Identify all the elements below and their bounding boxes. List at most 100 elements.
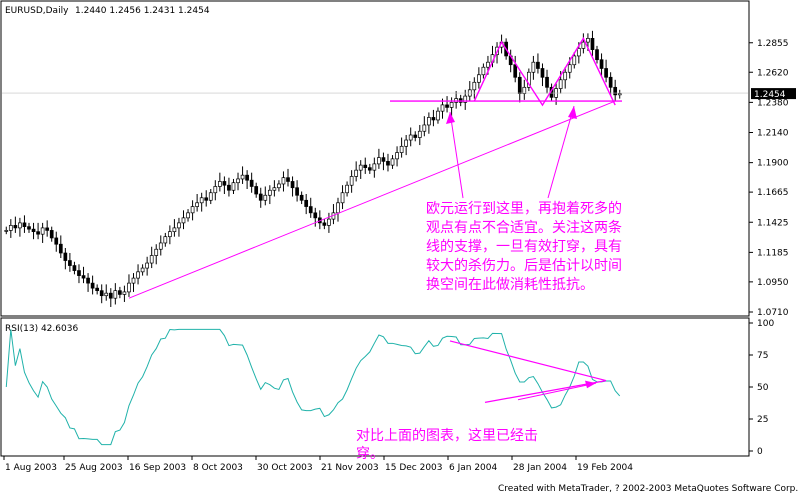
candle-body xyxy=(440,104,445,112)
candle-body xyxy=(472,81,477,91)
price-tick-label: 1.2620 xyxy=(757,68,789,78)
price-tick-label: 1.0950 xyxy=(757,278,789,288)
candle-body xyxy=(345,184,349,194)
candle-body xyxy=(86,277,90,284)
date-tick-label: 28 Jan 2004 xyxy=(513,463,567,473)
candle-body xyxy=(145,262,149,269)
candle-body xyxy=(27,226,31,230)
price-annotation: 欧元运行到这里，再抱着死多的 观点有点不合适宜。关注这两条 线的支撑，一旦有效打… xyxy=(426,200,626,293)
candle-body xyxy=(177,222,181,229)
candle-body xyxy=(249,179,254,187)
candle-body xyxy=(245,174,249,181)
candle-body xyxy=(54,237,59,245)
price-tick-label: 1.2140 xyxy=(757,129,789,139)
candle-body xyxy=(267,189,272,196)
candle-body xyxy=(404,139,409,147)
candle-body xyxy=(108,292,113,299)
candle-body xyxy=(327,218,331,226)
pattern-lines xyxy=(2,36,748,299)
candle-body xyxy=(190,206,195,214)
candle-body xyxy=(545,76,549,88)
date-tick-label: 25 Aug 2003 xyxy=(65,463,123,473)
price-tick-label: 1.1900 xyxy=(757,159,789,169)
candle-body xyxy=(581,41,586,49)
price-tick-label: 1.1425 xyxy=(757,218,789,228)
price-chart-title: EURUSD,Daily xyxy=(5,6,69,16)
candle-body xyxy=(413,134,418,138)
arrow-right xyxy=(547,105,575,199)
candle-body xyxy=(349,176,354,186)
current-price-tag xyxy=(751,88,796,100)
double-top-outline xyxy=(473,36,616,107)
date-tick-label: 1 Aug 2003 xyxy=(5,463,57,473)
rsi-trend-lines xyxy=(449,340,607,403)
candle-body xyxy=(77,270,81,276)
price-tick-label: 1.0710 xyxy=(757,308,789,318)
candle-body xyxy=(90,282,95,289)
candle-body xyxy=(258,193,263,201)
rsi-annotation: 对比上面的图表，这里已经击 穿。 xyxy=(356,427,542,462)
candle-body xyxy=(186,212,190,219)
candle-body xyxy=(517,76,522,94)
arrowhead-right xyxy=(568,106,577,119)
candle-body xyxy=(531,61,536,73)
arrowhead-left xyxy=(446,112,455,124)
price-tick-label: 1.2380 xyxy=(757,98,789,108)
candle-body xyxy=(427,117,431,126)
candle-body xyxy=(140,267,145,273)
candle-body xyxy=(563,71,568,81)
rsi-tick-label: 25 xyxy=(757,415,768,425)
candle-body xyxy=(599,59,604,69)
candle-body xyxy=(263,194,268,201)
candle-body xyxy=(417,130,422,138)
candle-body xyxy=(163,236,168,244)
candle-body xyxy=(208,192,213,201)
date-tick-label: 30 Oct 2003 xyxy=(257,463,313,473)
candle-body xyxy=(168,231,172,238)
candle-body xyxy=(595,49,599,61)
candle-body xyxy=(377,157,381,165)
candle-body xyxy=(227,184,231,191)
date-tick-label: 19 Feb 2004 xyxy=(577,463,633,473)
candle-body xyxy=(22,222,27,227)
candle-body xyxy=(449,102,454,108)
candle-body xyxy=(390,158,395,166)
arrow-left xyxy=(449,111,464,199)
date-tick-label: 16 Sep 2003 xyxy=(129,463,186,473)
candle-body xyxy=(68,260,72,266)
candle-body xyxy=(158,242,163,250)
candle-body xyxy=(358,164,363,171)
candle-body xyxy=(540,68,545,78)
candle-body xyxy=(522,86,527,94)
candle-body xyxy=(313,212,318,219)
candle-body xyxy=(199,197,204,204)
candle-body xyxy=(590,38,595,51)
rsi-axis-ticks: 100 75 50 25 0 xyxy=(749,319,774,457)
candle-body xyxy=(49,230,54,239)
candle-body xyxy=(272,187,277,191)
candle-body xyxy=(81,275,86,279)
candle-body xyxy=(104,292,109,297)
candle-body xyxy=(286,177,290,182)
candle-body xyxy=(445,104,449,108)
candle-body xyxy=(118,290,122,295)
candle-body xyxy=(363,164,368,168)
uptrend-line xyxy=(128,100,616,299)
candle-body xyxy=(40,227,45,235)
candle-body xyxy=(336,202,340,214)
ohlc-readout: 1.2440 1.2456 1.2431 1.2454 xyxy=(75,6,210,16)
candle-body xyxy=(304,199,309,207)
candle-body xyxy=(386,161,390,166)
candle-body xyxy=(172,227,177,233)
candle-body xyxy=(122,291,127,295)
rsi-tick-label: 75 xyxy=(757,351,768,361)
candle-body xyxy=(436,110,440,121)
candle-body xyxy=(8,225,13,231)
candle-body xyxy=(308,206,313,214)
candle-body xyxy=(486,61,490,68)
price-axis-ticks: 1.2855 1.2620 1.2380 1.2140 1.1900 1.1665 1.14… xyxy=(749,39,789,318)
candle-body xyxy=(399,145,404,153)
candle-body xyxy=(422,124,427,132)
candle-body xyxy=(136,271,140,279)
candle-body xyxy=(4,230,9,232)
